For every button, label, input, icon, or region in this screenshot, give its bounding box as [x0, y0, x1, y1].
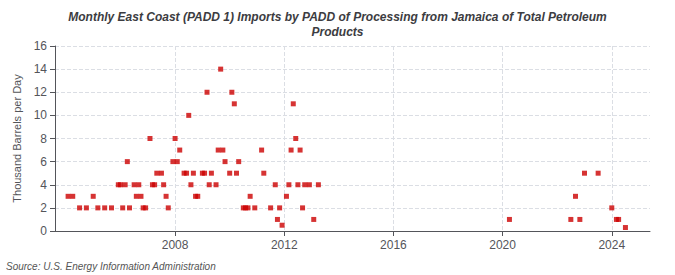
svg-text:Products: Products — [311, 25, 363, 39]
svg-text:0: 0 — [40, 224, 47, 238]
svg-text:16: 16 — [34, 39, 48, 53]
svg-text:Thousand Barrels per Day: Thousand Barrels per Day — [11, 74, 23, 203]
svg-text:2008: 2008 — [162, 238, 189, 252]
svg-text:Monthly East Coast (PADD 1) Im: Monthly East Coast (PADD 1) Imports by P… — [68, 10, 607, 24]
svg-text:2012: 2012 — [271, 238, 298, 252]
svg-text:10: 10 — [34, 108, 48, 122]
svg-text:2020: 2020 — [489, 238, 516, 252]
svg-text:2: 2 — [40, 201, 47, 215]
svg-text:2016: 2016 — [380, 238, 407, 252]
svg-text:4: 4 — [40, 178, 47, 192]
svg-text:6: 6 — [40, 155, 47, 169]
svg-text:12: 12 — [34, 85, 48, 99]
svg-text:8: 8 — [40, 132, 47, 146]
svg-text:2024: 2024 — [598, 238, 625, 252]
svg-text:14: 14 — [34, 62, 48, 76]
svg-text:Source: U.S. Energy Informatio: Source: U.S. Energy Information Administ… — [6, 261, 216, 272]
